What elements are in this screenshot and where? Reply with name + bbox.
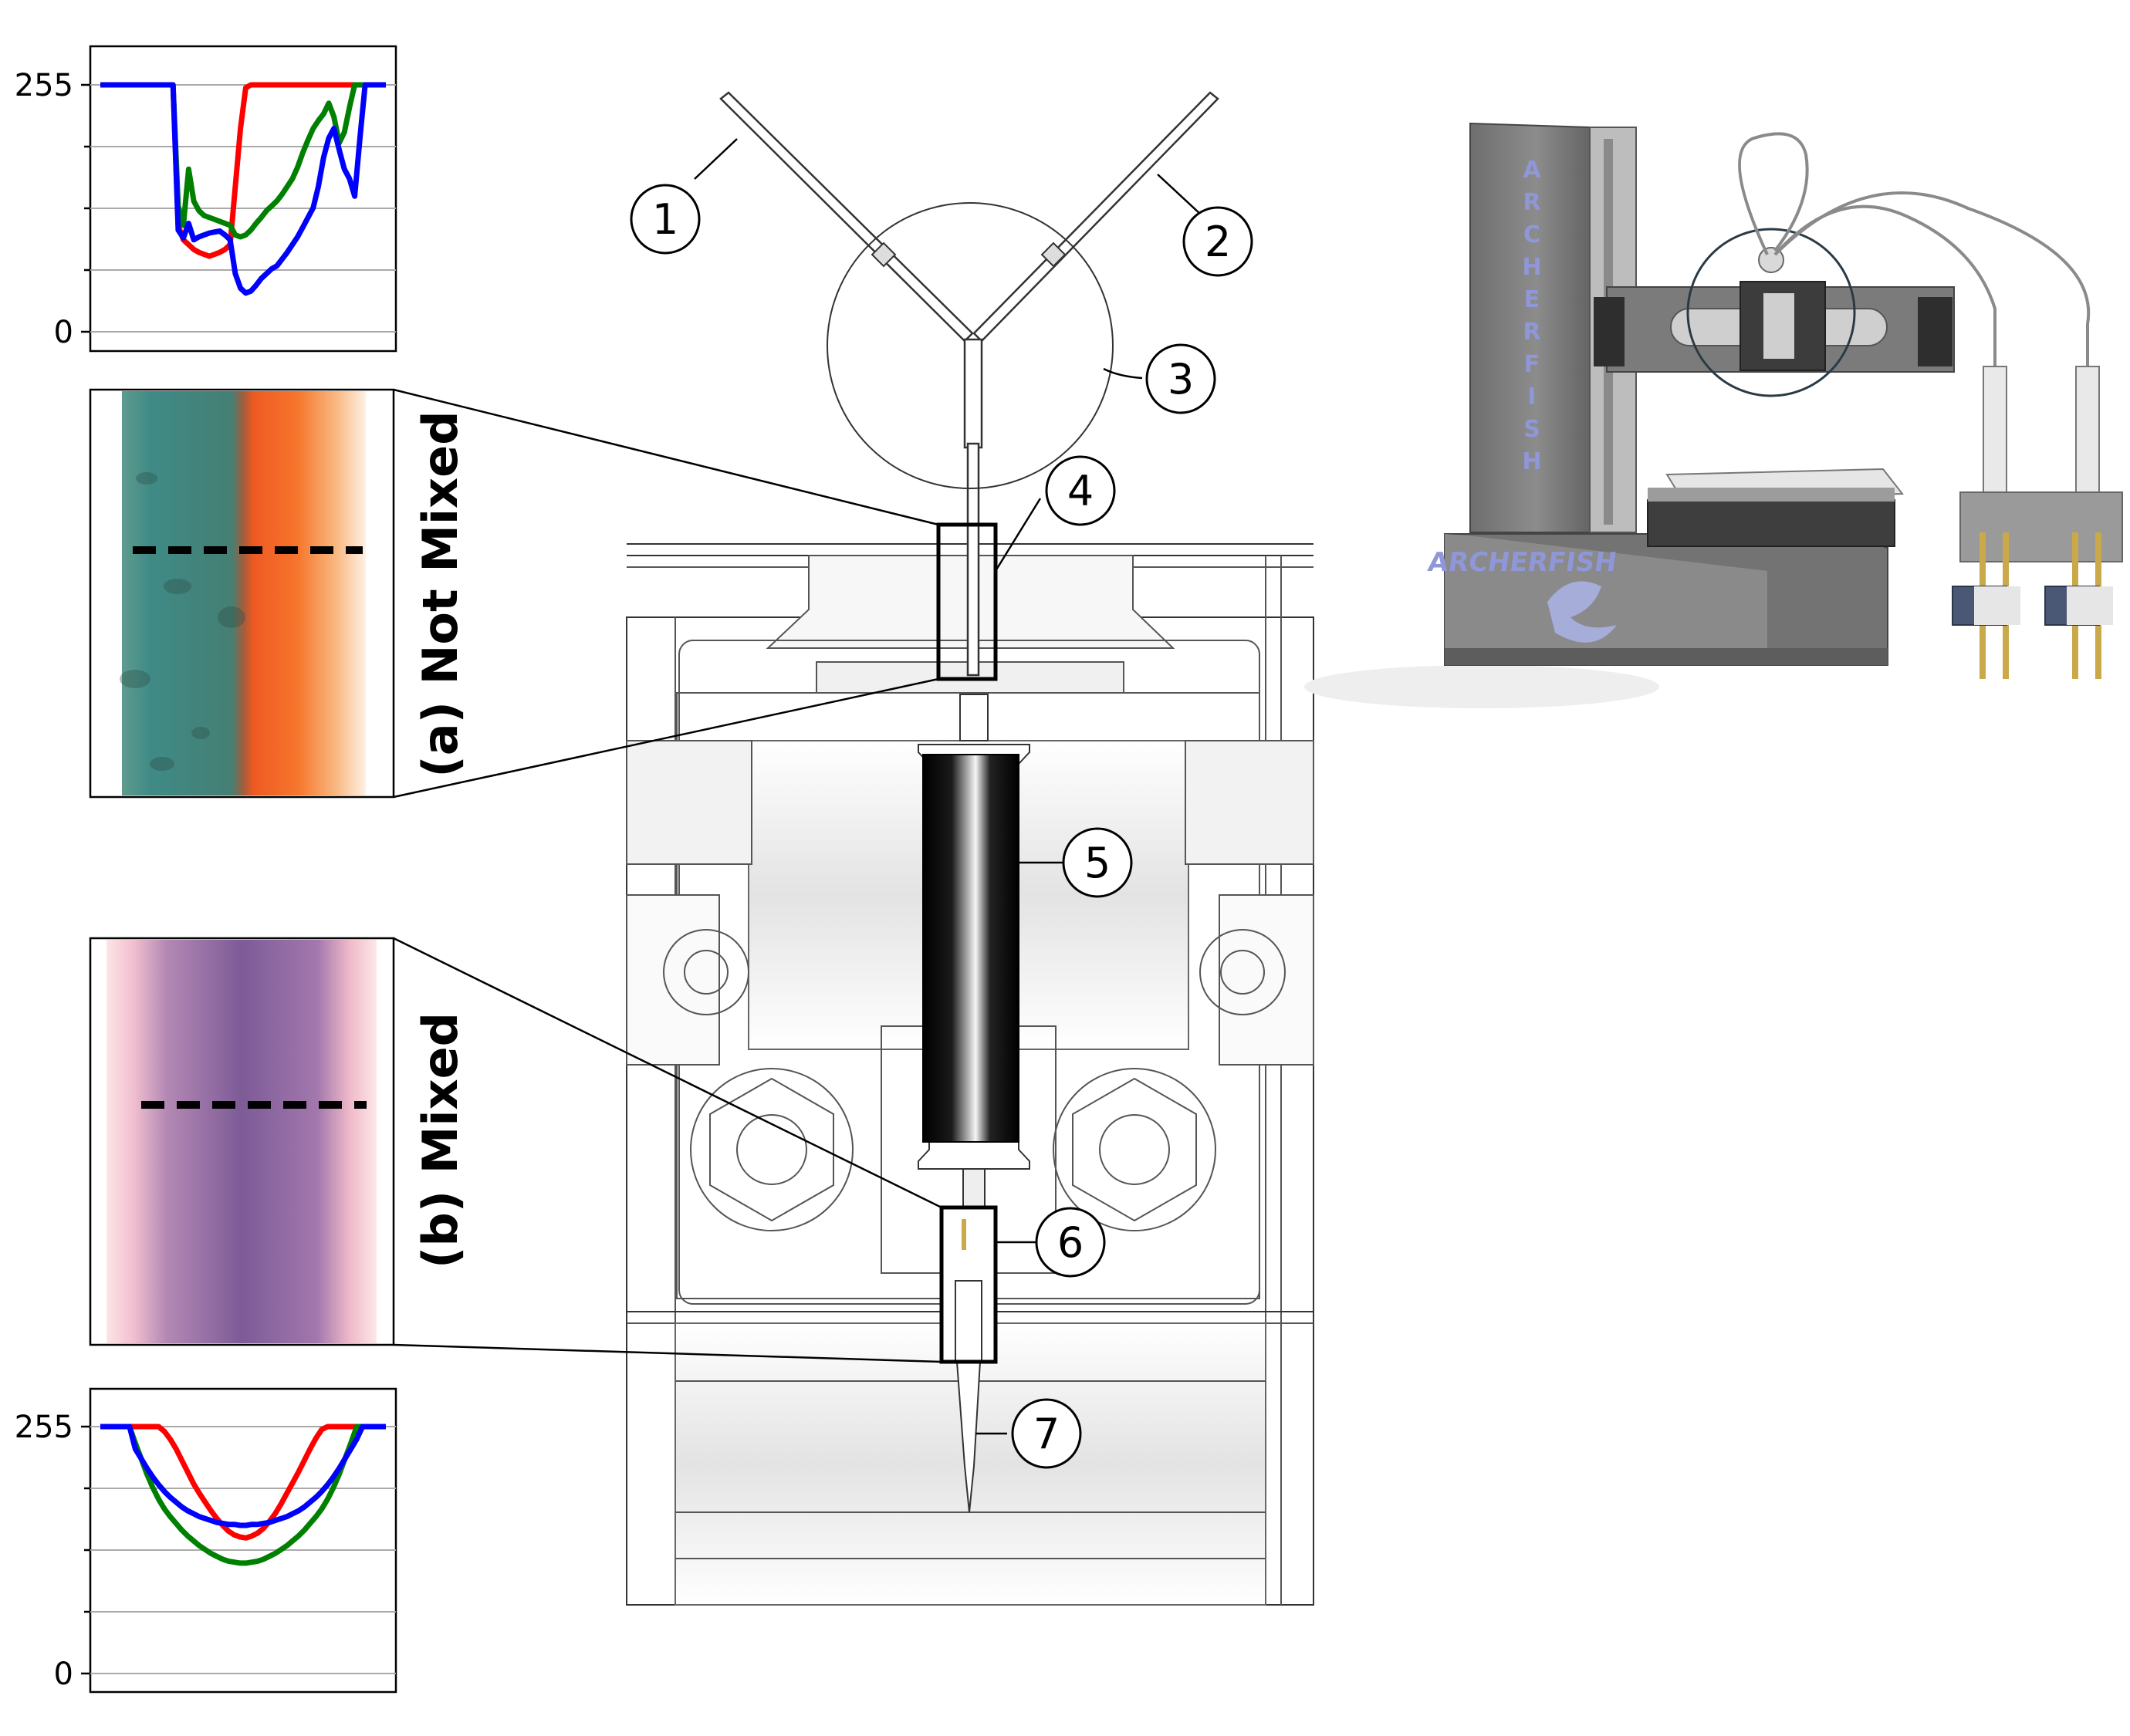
top-rgb-profile-plot: 255 0 <box>15 45 397 353</box>
connector-zoom-circle <box>827 202 1114 489</box>
callout-number-6: 6 <box>1057 1218 1084 1267</box>
mixed-micrograph <box>89 937 395 1346</box>
printhead-highlight-circle <box>1686 228 1856 397</box>
callout-markers: 1 2 3 4 5 6 7 <box>630 184 1253 1469</box>
top-plot-series <box>100 82 386 296</box>
column-brand-letter: R <box>1523 319 1540 346</box>
callout-number-4: 4 <box>1067 467 1094 515</box>
callout-circle-2 <box>1182 206 1253 277</box>
column-brand-letter: H <box>1522 448 1541 475</box>
bottom-plot-series <box>100 1424 386 1566</box>
callout-number-5: 5 <box>1084 839 1111 887</box>
zoom-connector-lines <box>393 388 942 1363</box>
callout-circle-7 <box>1011 1398 1082 1469</box>
bottom-rgb-profile-plot: 255 0 <box>15 1387 397 1694</box>
top-plot-ytick-255: 255 <box>15 68 73 103</box>
column-brand-letter: I <box>1527 383 1536 410</box>
bottom-plot-series-0 <box>100 1424 386 1541</box>
tube-inlets <box>871 241 1067 268</box>
bioprinter-render: ARCHERFISH ARCHERFISH <box>1304 122 2123 708</box>
printer-column-brand: ARCHERFISH <box>1522 157 1541 475</box>
callout-circle-4 <box>1045 455 1116 526</box>
printer-base-brand: ARCHERFISH <box>1426 547 1619 578</box>
callout-circle-5 <box>1062 827 1133 898</box>
not-mixed-micrograph <box>89 388 395 799</box>
callout-number-2: 2 <box>1205 218 1231 266</box>
archerfish-logo-icon <box>1547 581 1617 643</box>
top-plot-ytick-0: 0 <box>54 315 73 350</box>
callout-number-1: 1 <box>652 195 678 244</box>
y-connector <box>719 91 1219 677</box>
bottom-plot-series-1 <box>100 1424 386 1566</box>
bottom-plot-ytick-0: 0 <box>54 1657 73 1692</box>
column-brand-letter: S <box>1523 416 1540 443</box>
zoom-box-inlet <box>936 522 998 681</box>
column-brand-letter: R <box>1523 189 1540 216</box>
callout-number-7: 7 <box>1033 1410 1060 1458</box>
zoom-box-outlet <box>939 1205 998 1364</box>
column-brand-letter: A <box>1523 157 1541 184</box>
mixed-label: (b) Mixed <box>412 1012 468 1268</box>
callout-number-3: 3 <box>1168 355 1194 404</box>
callout-circle-1 <box>630 184 701 255</box>
callout-circle-3 <box>1145 343 1216 414</box>
top-plot-series-2 <box>100 82 386 296</box>
column-brand-letter: C <box>1523 221 1540 248</box>
column-brand-letter: F <box>1524 351 1540 378</box>
bottom-plot-ytick-255: 255 <box>15 1410 73 1445</box>
callout-leaders <box>694 138 1202 1435</box>
mixing-cylinder <box>922 754 1019 1143</box>
callout-circle-6 <box>1035 1207 1106 1278</box>
bottom-plot-series-2 <box>100 1424 386 1528</box>
column-brand-letter: H <box>1522 254 1541 281</box>
mixing-assembly <box>918 694 1030 1513</box>
not-mixed-label: (a) Not Mixed <box>412 410 468 777</box>
column-brand-letter: E <box>1524 286 1540 313</box>
